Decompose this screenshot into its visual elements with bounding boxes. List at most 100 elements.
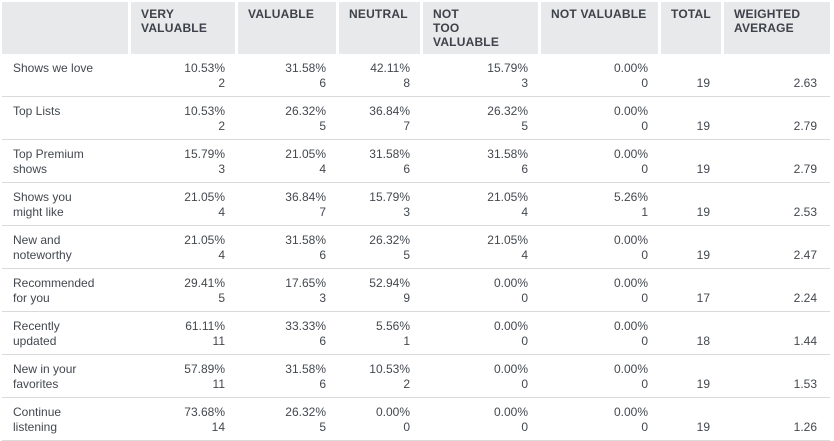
response-cell: 31.58% 6 [339,140,420,182]
response-cell: 57.89% 11 [131,355,235,397]
response-percent: 21.05% [487,233,528,247]
row-label: New in your favorites [13,362,77,391]
total-cell: 19 [661,398,721,440]
response-count: 6 [319,76,326,90]
response-cell: 5.26% 1 [541,183,658,225]
column-header-very-valuable: VERY VALUABLE [131,2,235,54]
response-percent: 0.00% [375,405,410,419]
response-cell: 0.00% 0 [423,269,538,311]
response-percent: 21.05% [184,190,225,204]
response-percent: 0.00% [493,319,528,333]
total-value: 19 [696,420,710,434]
weighted-average-cell: 2.79 [724,140,830,182]
column-header-valuable: VALUABLE [238,2,336,54]
response-percent: 5.56% [375,319,410,333]
response-cell: 10.53% 2 [339,355,420,397]
weighted-average-cell: 1.53 [724,355,830,397]
response-count: 0 [641,377,648,391]
response-cell: 42.11% 8 [339,54,420,96]
response-count: 4 [521,205,528,219]
total-cell: 19 [661,226,721,268]
total-value: 19 [696,248,710,262]
response-count: 0 [641,119,648,133]
response-cell: 10.53% 2 [131,97,235,139]
weighted-average-cell: 2.53 [724,183,830,225]
table-row: New and noteworthy 21.05% 4 31.58% 6 26.32% 5 2… [2,226,830,269]
response-cell: 31.58% 6 [238,54,336,96]
response-percent: 5.26% [613,190,648,204]
weighted-average-value: 2.24 [793,291,817,305]
table-body: Shows we love 10.53% 2 31.58% 6 42.11% 8 15.79%… [2,54,830,441]
response-count: 0 [641,420,648,434]
weighted-average-value: 1.44 [793,334,817,348]
response-count: 1 [403,334,410,348]
table-row: New in your favorites 57.89% 11 31.58% 6 10.5… [2,355,830,398]
row-label: Shows you might like [13,190,72,219]
response-cell: 21.05% 4 [238,140,336,182]
response-percent: 0.00% [613,405,648,419]
row-label: New and noteworthy [13,233,72,262]
response-cell: 0.00% 0 [541,398,658,440]
weighted-average-value: 2.53 [793,205,817,219]
column-header-not-valuable: NOT VALUABLE [541,2,658,54]
response-cell: 0.00% 0 [423,312,538,354]
response-cell: 15.79% 3 [131,140,235,182]
header-row: VERY VALUABLE VALUABLE NEUTRAL NOT TOO VALU… [2,2,830,54]
weighted-average-value: 1.53 [793,377,817,391]
response-percent: 10.53% [369,362,410,376]
total-value: 19 [696,76,710,90]
response-cell: 21.05% 4 [423,226,538,268]
response-cell: 26.32% 5 [238,97,336,139]
response-count: 3 [521,76,528,90]
response-count: 2 [218,119,225,133]
table-row: Shows you might like 21.05% 4 36.84% 7 15.79%… [2,183,830,226]
weighted-average-cell: 2.79 [724,97,830,139]
response-percent: 26.32% [285,405,326,419]
response-percent: 26.32% [487,104,528,118]
response-percent: 52.94% [369,276,410,290]
response-cell: 31.58% 6 [423,140,538,182]
response-cell: 26.32% 5 [423,97,538,139]
response-count: 4 [521,248,528,262]
response-percent: 0.00% [493,276,528,290]
table-row: Top Lists 10.53% 2 26.32% 5 36.84% 7 26.32% 5 0.0… [2,97,830,140]
response-count: 4 [319,162,326,176]
weighted-average-value: 2.63 [793,76,817,90]
total-value: 19 [696,162,710,176]
response-cell: 15.79% 3 [339,183,420,225]
response-percent: 0.00% [493,362,528,376]
response-count: 6 [319,377,326,391]
total-cell: 19 [661,140,721,182]
row-label: Recently updated [13,319,60,348]
column-header-row-label [2,2,128,54]
response-cell: 0.00% 0 [541,269,658,311]
response-percent: 61.11% [185,319,225,333]
response-cell: 15.79% 3 [423,54,538,96]
table-row: Recommended for you 29.41% 5 17.65% 3 52.94% 9… [2,269,830,312]
response-percent: 29.41% [184,276,225,290]
response-cell: 61.11% 11 [131,312,235,354]
total-value: 19 [696,205,710,219]
response-percent: 42.11% [370,61,410,75]
response-cell: 31.58% 6 [238,355,336,397]
response-percent: 21.05% [184,233,225,247]
response-count: 6 [319,248,326,262]
response-percent: 31.58% [487,147,528,161]
response-percent: 73.68% [184,405,225,419]
response-count: 3 [218,162,225,176]
response-percent: 15.79% [184,147,225,161]
column-header-total: TOTAL [661,2,721,54]
weighted-average-value: 2.79 [793,162,817,176]
response-percent: 31.58% [285,362,326,376]
response-count: 4 [218,248,225,262]
column-header-weighted-average: WEIGHTED AVERAGE [724,2,830,54]
response-percent: 0.00% [613,276,648,290]
response-percent: 36.84% [285,190,326,204]
response-count: 6 [319,334,326,348]
response-cell: 33.33% 6 [238,312,336,354]
row-label: Top Lists [13,104,61,118]
response-count: 5 [521,119,528,133]
response-count: 8 [403,76,410,90]
weighted-average-cell: 1.44 [724,312,830,354]
